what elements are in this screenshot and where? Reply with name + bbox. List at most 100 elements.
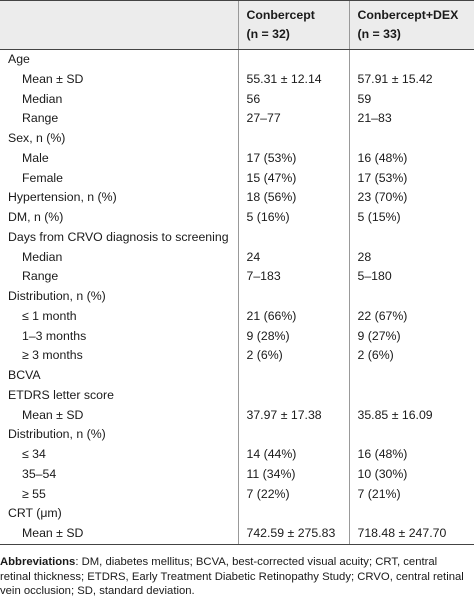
cell: 5–180: [348, 267, 474, 287]
empty-cell: [348, 49, 474, 70]
cell: 16 (48%): [348, 445, 474, 465]
cell: 9 (27%): [348, 326, 474, 347]
table-row: ETDRS letter score: [0, 385, 474, 406]
cell: 22 (67%): [348, 306, 474, 327]
empty-cell: [348, 227, 474, 248]
row-label: ≥ 3 months: [22, 348, 83, 363]
cell: 55.31 ± 12.14: [237, 69, 349, 90]
empty-cell: [237, 129, 349, 149]
table-row: Mean ± SD 37.97 ± 17.38 35.85 ± 16.09: [0, 405, 474, 426]
data-table: Conbercept (n = 32) Conbercept+DEX (n = 33…: [0, 0, 474, 545]
table-row: ≤ 1 month 21 (66%) 22 (67%): [0, 306, 474, 327]
empty-cell: [237, 366, 349, 386]
row-label: Mean ± SD: [22, 407, 84, 422]
cell: 59: [348, 89, 474, 110]
empty-cell: [348, 425, 474, 445]
row-label: Male: [22, 150, 49, 165]
empty-cell: [237, 504, 349, 524]
table-row: Range 27–77 21–83: [0, 109, 474, 129]
cell: 15 (47%): [237, 168, 349, 189]
cell: 21 (66%): [237, 306, 349, 327]
empty-cell: [348, 129, 474, 149]
cell: 5 (15%): [348, 208, 474, 228]
cell: 24: [237, 247, 349, 268]
table-row: BCVA: [0, 366, 474, 386]
cell: 56: [237, 89, 349, 110]
table-row: CRT (μm): [0, 504, 474, 524]
cell: 2 (6%): [237, 346, 349, 366]
table-row: Female 15 (47%) 17 (53%): [0, 168, 474, 189]
footnote-label: Abbreviations: [0, 556, 76, 568]
table-row: Distribution, n (%): [0, 287, 474, 307]
table-row: Male 17 (53%) 16 (48%): [0, 148, 474, 169]
cell: 17 (53%): [348, 168, 474, 189]
header-cell: Conbercept (n = 32): [237, 0, 349, 50]
footnote: Abbreviations: DM, diabetes mellitus; BC…: [0, 555, 470, 599]
row-label: Mean ± SD: [0, 524, 238, 545]
cell: 37.97 ± 17.38: [237, 405, 349, 426]
table-row: Hypertension, n (%) 18 (56%) 23 (70%): [0, 188, 474, 208]
table-row: Mean ± SD 742.59 ± 275.83 718.48 ± 247.70: [0, 524, 474, 545]
cell: 57.91 ± 15.42: [348, 69, 474, 90]
cell: 18 (56%): [237, 188, 349, 208]
table-header: Conbercept (n = 32) Conbercept+DEX (n = 33…: [0, 0, 474, 50]
row-label: Age: [8, 52, 30, 66]
table-row: Distribution, n (%): [0, 425, 474, 445]
cell: 2 (6%): [348, 346, 474, 366]
row-label: ≤ 34: [22, 447, 46, 461]
cell: 17 (53%): [237, 148, 349, 169]
empty-cell: [237, 287, 349, 307]
cell: 718.48 ± 247.70: [348, 524, 474, 545]
header-text: (n = 33): [357, 27, 401, 41]
row-label: Days from CRVO diagnosis to screening: [8, 229, 229, 244]
cell: 21–83: [348, 109, 474, 129]
row-label: Sex, n (%): [8, 131, 66, 145]
table-row: Mean ± SD 55.31 ± 12.14 57.91 ± 15.42: [0, 69, 474, 90]
cell: 7 (22%): [237, 484, 349, 505]
table-row: Age: [0, 49, 474, 70]
row-label: Range: [22, 269, 59, 284]
header-cell: [0, 0, 238, 50]
cell: 23 (70%): [348, 188, 474, 208]
cell: 5 (16%): [237, 208, 349, 228]
table-row: Median 56 59: [0, 89, 474, 110]
header-row: Conbercept (n = 32) Conbercept+DEX (n = 33…: [0, 0, 474, 50]
row-label: Distribution, n (%): [8, 289, 106, 303]
row-label: Mean ± SD: [22, 71, 84, 86]
table-row: DM, n (%) 5 (16%) 5 (15%): [0, 208, 474, 228]
cell: 27–77: [237, 109, 349, 129]
empty-cell: [237, 227, 349, 248]
row-label: Hypertension, n (%): [8, 190, 117, 205]
table-body: Age Mean ± SD 55.31 ± 12.14 57.91 ± 15.42 Me…: [0, 49, 474, 545]
cell: 16 (48%): [348, 148, 474, 169]
table-row: Median 24 28: [0, 247, 474, 268]
empty-cell: [237, 425, 349, 445]
table-row: Sex, n (%): [0, 129, 474, 149]
table-row: ≥ 3 months 2 (6%) 2 (6%): [0, 346, 474, 366]
cell: 742.59 ± 275.83: [237, 524, 349, 545]
row-label: ETDRS letter score: [8, 387, 114, 402]
row-label: Median: [22, 249, 63, 264]
footnote-text: : DM, diabetes mellitus; BCVA, best-corr…: [0, 556, 464, 597]
row-label: ≥ 55: [22, 486, 46, 501]
empty-cell: [348, 504, 474, 524]
header-cell: Conbercept+DEX (n = 33): [348, 0, 474, 50]
row-label: 35–54: [22, 466, 57, 481]
header-text: Conbercept: [246, 8, 315, 22]
header-text: Conbercept+DEX: [357, 8, 459, 22]
table-row: 1–3 months 9 (28%) 9 (27%): [0, 326, 474, 347]
cell: 7–183: [237, 267, 349, 287]
row-label: Range: [22, 111, 59, 126]
row-label: Distribution, n (%): [8, 427, 106, 442]
cell: 11 (34%): [237, 464, 349, 485]
row-label: CRT (μm): [8, 506, 62, 521]
row-label: BCVA: [8, 368, 41, 382]
row-label: ≤ 1 month: [22, 308, 77, 323]
row-label: DM, n (%): [8, 210, 64, 224]
row-label: 1–3 months: [22, 328, 87, 343]
row-label: Female: [22, 170, 64, 185]
empty-cell: [237, 385, 349, 406]
row-label: Median: [22, 91, 63, 106]
empty-cell: [348, 366, 474, 386]
